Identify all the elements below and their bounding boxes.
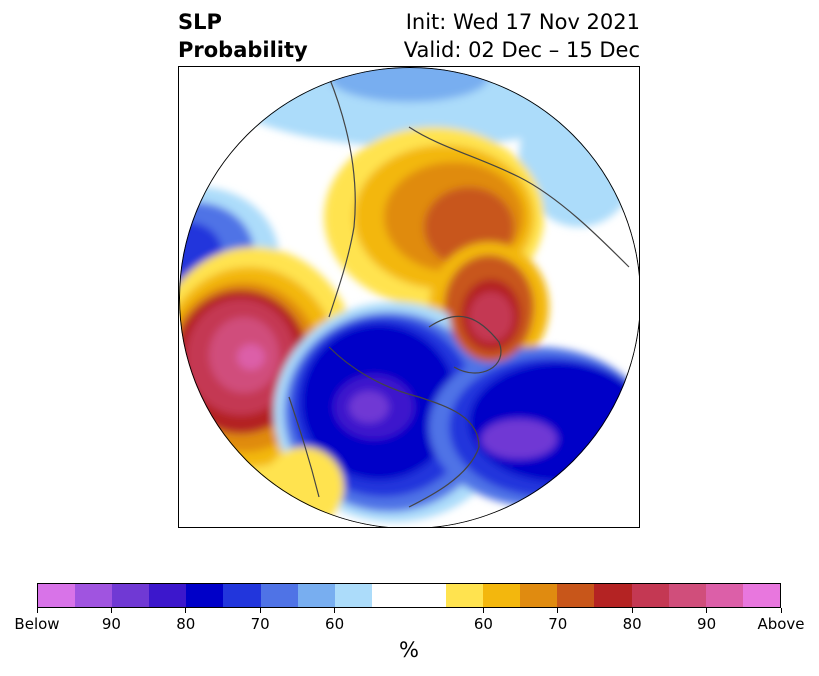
colorbar-swatch xyxy=(334,584,372,607)
above-region xyxy=(469,292,513,342)
colorbar-tick-label: Below xyxy=(14,615,60,633)
colorbar-tick-label: 80 xyxy=(176,615,196,633)
coastline xyxy=(288,396,320,498)
colorbar-swatch xyxy=(705,584,743,607)
colorbar-swatch xyxy=(223,584,261,607)
colorbar-swatch xyxy=(260,584,298,607)
below-region xyxy=(349,391,389,423)
colorbar-tick-label: 90 xyxy=(697,615,717,633)
colorbar-swatch xyxy=(371,584,409,607)
globe xyxy=(179,67,639,527)
colorbar-tick-label: Above xyxy=(757,615,805,633)
below-region xyxy=(481,419,557,459)
colorbar-tick xyxy=(631,608,633,613)
colorbar-tick xyxy=(36,608,38,613)
forecast-dates: Init: Wed 17 Nov 2021 Valid: 02 Dec – 15… xyxy=(404,8,640,64)
colorbar-swatch xyxy=(75,584,113,607)
coastline xyxy=(328,76,356,318)
colorbar-swatch xyxy=(520,584,558,607)
colorbar-tick xyxy=(557,608,559,613)
colorbar-swatch xyxy=(668,584,706,607)
colorbar-tick-label: 60 xyxy=(473,615,493,633)
colorbar-tick xyxy=(110,608,112,613)
title-line-1: SLP xyxy=(178,10,222,34)
colorbar-swatch xyxy=(742,584,780,607)
colorbar-swatch xyxy=(38,584,76,607)
colorbar-swatch xyxy=(594,584,632,607)
colorbar-tick xyxy=(259,608,261,613)
colorbar-swatch xyxy=(186,584,224,607)
colorbar-tick-label: 80 xyxy=(622,615,642,633)
init-date: Init: Wed 17 Nov 2021 xyxy=(405,10,640,34)
colorbar-swatch xyxy=(112,584,150,607)
colorbar-unit: % xyxy=(399,638,419,662)
colorbar-tick-label: 70 xyxy=(250,615,270,633)
colorbar-tick-label: 60 xyxy=(325,615,345,633)
coastline xyxy=(428,315,502,374)
colorbar-swatch xyxy=(297,584,335,607)
colorbar-tick xyxy=(482,608,484,613)
colorbar-tick xyxy=(334,608,336,613)
map-svg xyxy=(179,67,639,527)
colorbar-tick-label: 90 xyxy=(101,615,121,633)
coastline xyxy=(328,346,480,508)
globe-edge xyxy=(179,67,639,527)
colorbar-swatch xyxy=(446,584,484,607)
colorbar xyxy=(37,583,781,608)
coastlines xyxy=(288,76,630,508)
colorbar-tick-label: 70 xyxy=(548,615,568,633)
above-region xyxy=(237,344,265,370)
colorbar-swatch xyxy=(557,584,595,607)
below-region xyxy=(329,67,489,102)
valid-range: Valid: 02 Dec – 15 Dec xyxy=(403,38,640,62)
chart-title: SLP Probability xyxy=(178,8,308,64)
coastline xyxy=(408,126,630,268)
colorbar-swatch xyxy=(483,584,521,607)
colorbar-swatch xyxy=(631,584,669,607)
colorbar-tick xyxy=(780,608,782,613)
colorbar-tick xyxy=(185,608,187,613)
title-line-2: Probability xyxy=(178,38,308,62)
colorbar-swatch xyxy=(149,584,187,607)
colorbar-tick xyxy=(706,608,708,613)
probability-map xyxy=(178,66,640,528)
colorbar-swatch xyxy=(408,584,447,607)
